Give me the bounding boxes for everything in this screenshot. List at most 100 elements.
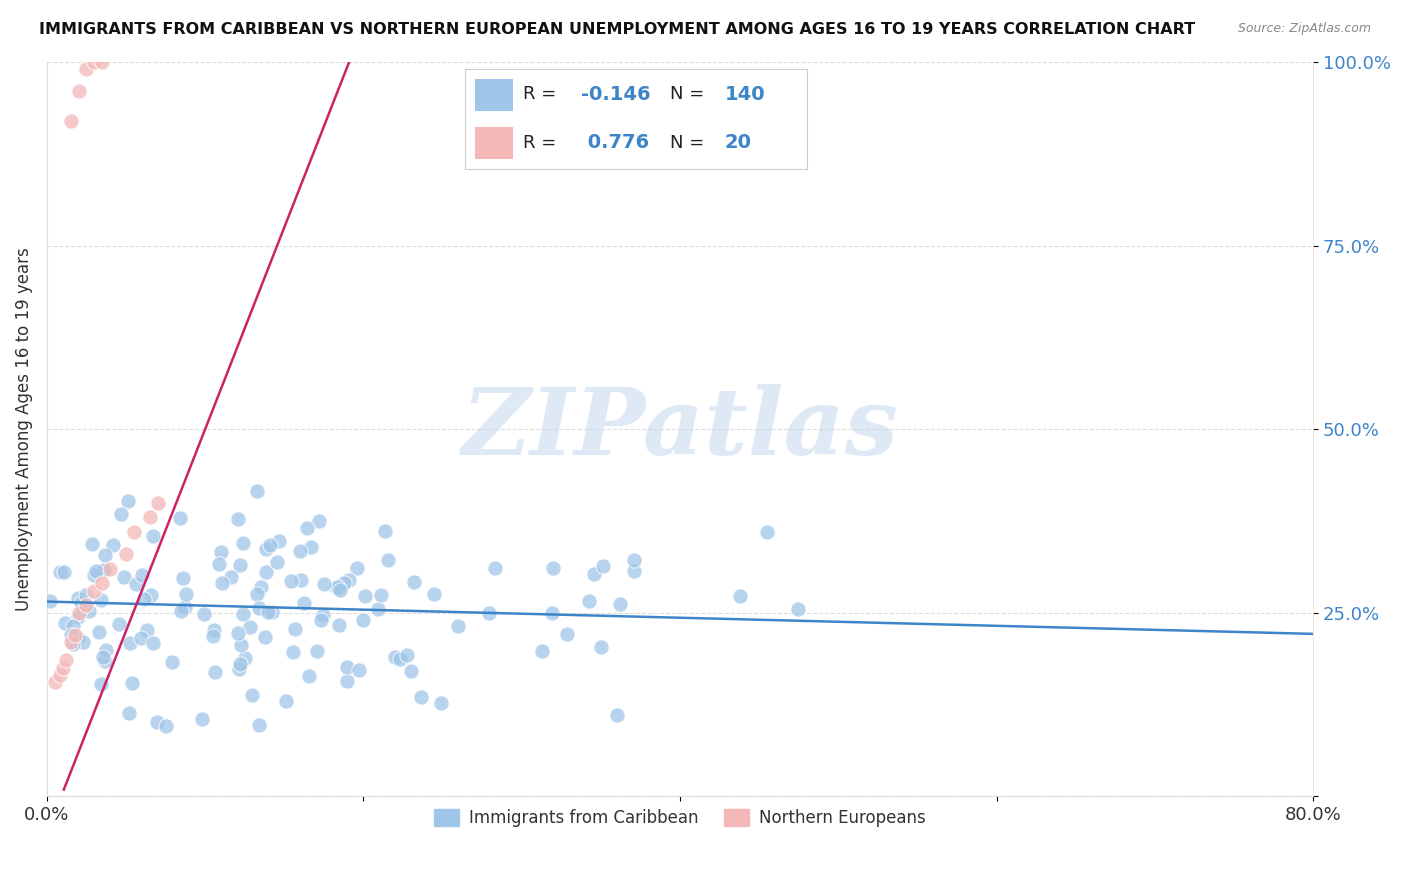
Point bbox=[193, 607, 215, 621]
Point bbox=[589, 640, 612, 655]
Point bbox=[239, 619, 262, 633]
Point bbox=[430, 696, 453, 710]
Point bbox=[77, 604, 100, 618]
Point bbox=[93, 563, 115, 577]
Point bbox=[125, 577, 148, 591]
Point bbox=[90, 677, 112, 691]
Point bbox=[262, 606, 284, 620]
Point bbox=[191, 711, 214, 725]
Point bbox=[756, 525, 779, 540]
Point bbox=[447, 619, 470, 633]
Point bbox=[623, 553, 645, 567]
Point bbox=[402, 574, 425, 589]
Point bbox=[139, 510, 162, 524]
Y-axis label: Unemployment Among Ages 16 to 19 years: Unemployment Among Ages 16 to 19 years bbox=[15, 247, 32, 611]
Point bbox=[83, 568, 105, 582]
Point bbox=[67, 85, 90, 99]
Point bbox=[541, 606, 564, 620]
Point bbox=[169, 511, 191, 525]
Point bbox=[219, 570, 242, 584]
Point bbox=[170, 604, 193, 618]
Point bbox=[346, 560, 368, 574]
Point bbox=[67, 606, 90, 620]
Point bbox=[55, 653, 77, 667]
Point bbox=[75, 599, 97, 613]
Point bbox=[233, 651, 256, 665]
Point bbox=[374, 524, 396, 539]
Point bbox=[326, 580, 349, 594]
Point bbox=[139, 588, 162, 602]
Point bbox=[91, 55, 114, 70]
Point bbox=[209, 544, 232, 558]
Point bbox=[232, 607, 254, 622]
Point bbox=[62, 619, 84, 633]
Point bbox=[142, 529, 165, 543]
Point bbox=[283, 645, 305, 659]
Point bbox=[202, 624, 225, 638]
Point bbox=[274, 694, 297, 708]
Point bbox=[53, 615, 76, 630]
Point bbox=[49, 566, 72, 580]
Point bbox=[69, 596, 91, 610]
Point bbox=[299, 540, 322, 554]
Point bbox=[336, 673, 359, 688]
Point bbox=[583, 566, 606, 581]
Point bbox=[477, 606, 499, 620]
Point bbox=[90, 593, 112, 607]
Point bbox=[65, 627, 87, 641]
Point bbox=[226, 512, 249, 526]
Point bbox=[309, 613, 332, 627]
Point bbox=[75, 588, 97, 602]
Point bbox=[60, 628, 83, 642]
Point bbox=[66, 631, 89, 645]
Point bbox=[121, 676, 143, 690]
Point bbox=[308, 514, 330, 528]
Legend: Immigrants from Caribbean, Northern Europeans: Immigrants from Caribbean, Northern Euro… bbox=[426, 801, 934, 836]
Point bbox=[91, 649, 114, 664]
Point bbox=[312, 608, 335, 623]
Point bbox=[202, 629, 225, 643]
Point bbox=[543, 561, 565, 575]
Point bbox=[72, 634, 94, 648]
Point bbox=[592, 558, 614, 573]
Point bbox=[226, 626, 249, 640]
Point bbox=[115, 547, 138, 561]
Point bbox=[52, 660, 75, 674]
Point bbox=[84, 564, 107, 578]
Point bbox=[290, 574, 312, 588]
Point bbox=[62, 637, 84, 651]
Point bbox=[94, 654, 117, 668]
Text: Source: ZipAtlas.com: Source: ZipAtlas.com bbox=[1237, 22, 1371, 36]
Point bbox=[142, 636, 165, 650]
Point bbox=[59, 635, 82, 649]
Point bbox=[295, 521, 318, 535]
Point bbox=[395, 648, 418, 663]
Point bbox=[132, 591, 155, 606]
Point bbox=[80, 536, 103, 550]
Point bbox=[229, 558, 252, 572]
Point bbox=[211, 575, 233, 590]
Point bbox=[411, 690, 433, 704]
Point bbox=[384, 650, 406, 665]
Point bbox=[67, 610, 90, 624]
Point bbox=[108, 616, 131, 631]
Point bbox=[267, 534, 290, 549]
Point bbox=[75, 62, 97, 77]
Point bbox=[59, 113, 82, 128]
Point bbox=[530, 644, 553, 658]
Point bbox=[118, 706, 141, 721]
Point bbox=[280, 574, 302, 588]
Point bbox=[292, 596, 315, 610]
Point bbox=[266, 555, 288, 569]
Point bbox=[254, 630, 277, 644]
Point bbox=[246, 587, 269, 601]
Point bbox=[112, 570, 135, 584]
Point bbox=[173, 599, 195, 614]
Point bbox=[609, 597, 631, 611]
Point bbox=[229, 657, 252, 672]
Point bbox=[208, 557, 231, 571]
Point bbox=[254, 566, 277, 580]
Point bbox=[146, 715, 169, 730]
Point bbox=[240, 688, 263, 702]
Point bbox=[484, 561, 506, 575]
